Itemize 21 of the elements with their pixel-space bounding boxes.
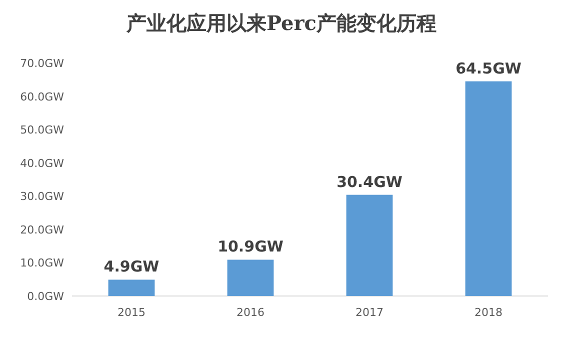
bar: [108, 280, 155, 296]
x-tick-label: 2017: [356, 306, 384, 319]
y-tick-label: 10.0GW: [20, 256, 64, 270]
y-tick-label: 40.0GW: [20, 156, 64, 170]
y-tick-label: 50.0GW: [20, 124, 64, 137]
bar: [227, 260, 274, 296]
bar: [346, 194, 393, 296]
x-tick-label: 2018: [474, 306, 502, 319]
data-label: 10.9GW: [218, 238, 284, 256]
chart-title: 产业化应用以来Perc产能变化历程: [126, 11, 436, 35]
data-label: 30.4GW: [336, 172, 403, 191]
x-tick-label: 2016: [236, 306, 264, 319]
y-tick-label: 20.0GW: [20, 223, 64, 236]
y-tick-label: 70.0GW: [20, 57, 64, 70]
bar: [465, 81, 512, 296]
y-tick-label: 60.0GW: [20, 90, 64, 104]
x-tick-label: 2015: [118, 306, 146, 319]
data-label: 64.5GW: [456, 59, 522, 78]
y-tick-label: 0.0GW: [27, 290, 64, 303]
y-tick-label: 30.0GW: [20, 190, 64, 204]
data-label: 4.9GW: [104, 258, 160, 276]
